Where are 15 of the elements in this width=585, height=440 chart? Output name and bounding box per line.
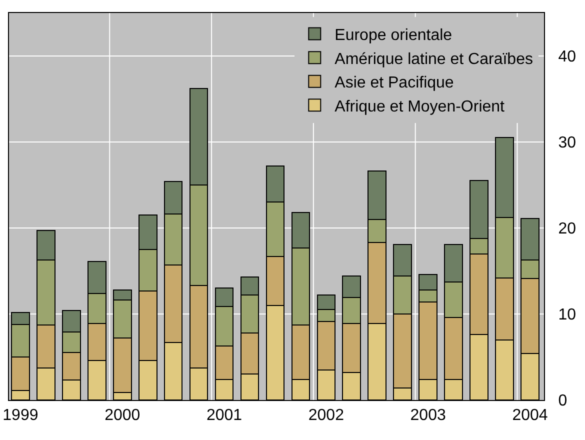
y-tick-label: 0 <box>558 392 568 410</box>
x-tick-label: 2000 <box>104 407 140 424</box>
legend-label: Asie et Pacifique <box>334 74 454 92</box>
x-tick-label: 2001 <box>206 407 242 424</box>
y-tick-label: 10 <box>558 306 576 324</box>
x-tick-label: 1999 <box>2 407 38 424</box>
legend-label: Amérique latine et Caraïbes <box>334 50 533 68</box>
y-tick-label: 20 <box>558 220 576 238</box>
x-tick-label: 2002 <box>308 407 344 424</box>
x-tick-label: 2003 <box>410 407 446 424</box>
legend-label: Europe orientale <box>334 27 452 44</box>
y-tick-label: 40 <box>558 48 576 66</box>
y-tick-label: 30 <box>558 134 576 152</box>
x-tick-label: 2004 <box>512 407 548 424</box>
legend-label: Afrique et Moyen-Orient <box>334 98 506 116</box>
